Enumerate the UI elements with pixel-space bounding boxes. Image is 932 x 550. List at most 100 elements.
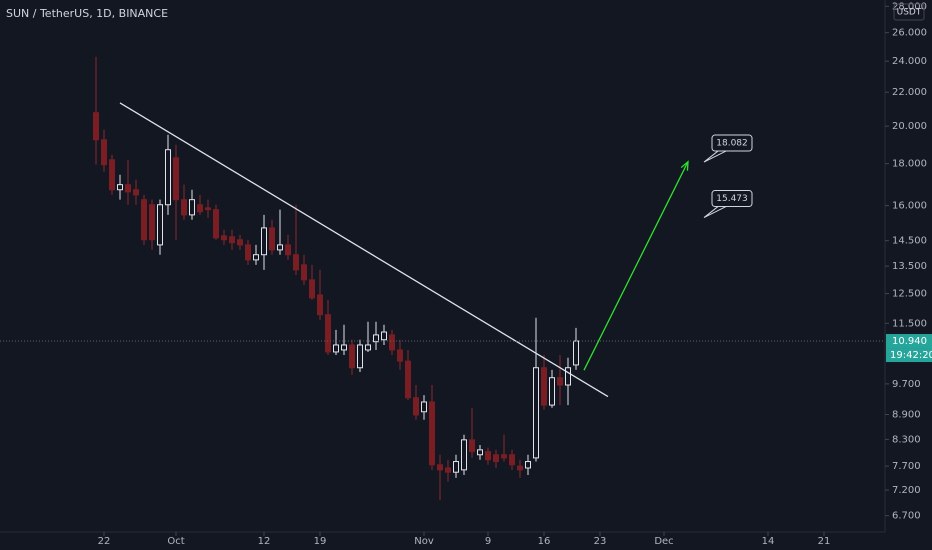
chart-title: SUN / TetherUS, 1D, BINANCE — [6, 7, 168, 20]
candle-body — [109, 159, 115, 191]
candle-body — [117, 184, 123, 191]
x-tick-label: 21 — [818, 536, 831, 547]
candle-body — [381, 331, 387, 341]
y-tick-label: 13.500 — [892, 261, 927, 272]
x-tick-label: 14 — [762, 536, 775, 547]
candle-body — [325, 314, 331, 353]
candle-body — [525, 461, 531, 469]
candle-body — [149, 204, 155, 241]
last-price-box — [886, 334, 932, 349]
y-tick-label: 18.000 — [892, 159, 927, 170]
candle-body — [461, 439, 467, 471]
candle-body — [493, 454, 499, 463]
currency-box — [893, 3, 925, 21]
x-tick-label: 16 — [538, 536, 551, 547]
candle-body — [197, 204, 203, 213]
candle-body — [501, 454, 507, 459]
callout-label: 18.082 — [716, 139, 748, 149]
candle-body — [541, 367, 547, 406]
y-tick-label: 6.700 — [892, 511, 921, 522]
candle-body — [269, 227, 275, 251]
candle-body — [509, 454, 515, 466]
candle-body — [357, 344, 363, 369]
candle-body — [253, 254, 259, 261]
candle-body — [349, 344, 355, 369]
candle-body — [565, 367, 571, 386]
candle-body — [365, 344, 371, 351]
y-tick-label: 7.200 — [892, 485, 921, 496]
candle-body — [429, 401, 435, 466]
currency-label: USDT — [897, 8, 922, 18]
countdown-label: 19:42:20 — [890, 350, 932, 361]
candle-body — [421, 401, 427, 413]
callout-box — [711, 134, 753, 152]
candle-body — [133, 189, 139, 196]
y-tick-label: 14.500 — [892, 236, 927, 247]
candle-body — [573, 340, 579, 366]
candle-body — [101, 139, 107, 166]
y-tick-label: 22.000 — [892, 87, 927, 98]
last-price-label: 10.940 — [892, 336, 927, 347]
callout-pointer — [703, 150, 727, 163]
candle-body — [189, 199, 195, 216]
candle-body — [437, 464, 443, 471]
candle-body — [125, 184, 131, 193]
x-tick-label: 23 — [594, 536, 607, 547]
candle-body — [181, 199, 187, 216]
candle-body — [445, 467, 451, 473]
candle-body — [517, 465, 523, 471]
candle-body — [469, 439, 475, 453]
countdown-box — [886, 348, 932, 363]
candle-body — [157, 204, 163, 246]
x-tick-label: 9 — [485, 536, 491, 547]
candle-body — [173, 157, 179, 201]
y-tick-label: 26.000 — [892, 28, 927, 39]
candle-body — [549, 377, 555, 406]
candle-body — [557, 377, 563, 386]
candle-body — [309, 279, 315, 299]
y-tick-label: 20.000 — [892, 121, 927, 132]
x-tick-label: Dec — [654, 536, 673, 547]
candle-body — [229, 236, 235, 244]
candle-body — [277, 244, 283, 251]
candle-body — [93, 112, 99, 141]
y-tick-label: 16.000 — [892, 201, 927, 212]
y-tick-label: 8.300 — [892, 434, 921, 445]
candle-body — [477, 449, 483, 456]
x-tick-label: 12 — [258, 536, 271, 547]
candle-body — [293, 254, 299, 271]
candle-body — [341, 344, 347, 351]
candle-body — [333, 344, 339, 353]
candle-body — [453, 461, 459, 473]
callout-box — [711, 190, 753, 208]
candle-body — [261, 227, 267, 256]
candle-body — [397, 349, 403, 362]
x-tick-label: 22 — [98, 536, 111, 547]
candle-body — [165, 149, 171, 206]
candle-body — [405, 360, 411, 399]
candle-body — [389, 334, 395, 351]
candle-body — [533, 367, 539, 459]
x-tick-label: Oct — [167, 536, 184, 547]
arrow-head — [680, 160, 689, 171]
candle-body — [213, 209, 219, 239]
candle-body — [221, 235, 227, 241]
y-tick-label: 12.500 — [892, 289, 927, 300]
x-tick-label: Nov — [414, 536, 434, 547]
candle-body — [205, 207, 211, 211]
y-tick-label: 8.900 — [892, 410, 921, 421]
y-tick-label: 7.700 — [892, 461, 921, 472]
y-tick-label: 28.000 — [892, 1, 927, 12]
arrow-line — [583, 161, 689, 371]
candle-body — [245, 244, 251, 261]
callout-label: 15.473 — [716, 194, 748, 204]
candle-body — [373, 334, 379, 343]
candle-body — [285, 244, 291, 256]
candle-body — [485, 451, 491, 461]
x-tick-label: 19 — [314, 536, 327, 547]
candle-body — [301, 264, 307, 281]
candle-body — [413, 397, 419, 416]
candle-body — [317, 294, 323, 316]
trendline — [119, 102, 609, 398]
